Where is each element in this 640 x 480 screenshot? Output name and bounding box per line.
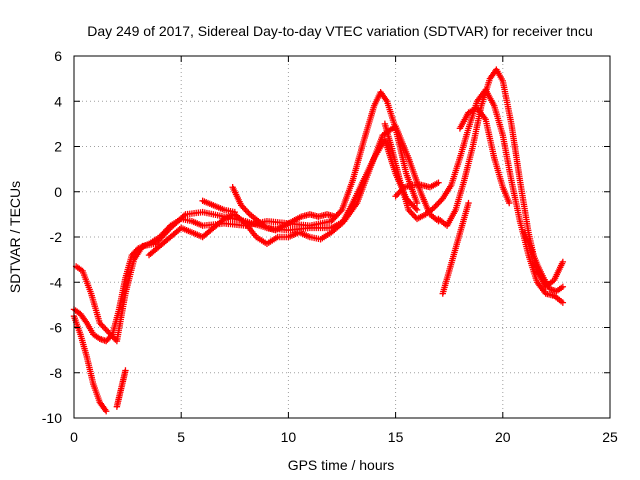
satellite-track-10: [456, 104, 513, 207]
data-points: [70, 66, 567, 415]
data-point: [435, 179, 442, 186]
satellite-track-2: [72, 122, 442, 345]
x-tick-label: 10: [281, 429, 297, 445]
data-point: [231, 208, 238, 216]
data-point: [122, 367, 129, 374]
data-point: [413, 199, 421, 207]
satellite-track-13: [521, 229, 567, 295]
y-tick-label: 0: [54, 184, 62, 200]
data-point: [465, 199, 472, 207]
data-point: [506, 199, 513, 207]
y-tick-label: -8: [50, 365, 63, 381]
x-tick-label: 25: [602, 429, 618, 445]
x-tick-label: 0: [70, 429, 78, 445]
data-point: [102, 408, 110, 415]
y-tick-label: 2: [54, 139, 62, 155]
satellite-track-3: [70, 312, 110, 415]
data-point: [559, 283, 567, 290]
satellite-track-8: [381, 86, 567, 306]
x-axis-label: GPS time / hours: [288, 457, 395, 473]
satellite-track-7: [199, 197, 238, 216]
satellite-track-5: [145, 136, 421, 259]
y-tick-label: -10: [42, 410, 62, 426]
satellite-track-6: [229, 184, 339, 234]
satellite-track-12: [392, 179, 442, 200]
axis-ticks: 0 5 10 15 20 25 -10 -8 -6 -4 -2 0 2 4 6: [42, 48, 618, 445]
satellite-track-11: [439, 199, 472, 297]
data-point: [559, 258, 567, 266]
y-tick-label: 4: [54, 93, 62, 109]
y-tick-label: 6: [54, 48, 62, 64]
y-tick-label: -6: [50, 320, 63, 336]
data-point: [337, 208, 344, 215]
data-point: [559, 299, 567, 306]
data-point: [412, 205, 419, 212]
data-point: [332, 213, 339, 220]
x-tick-label: 20: [495, 429, 511, 445]
satellite-track-4: [113, 367, 129, 410]
x-tick-label: 15: [388, 429, 404, 445]
data-point: [413, 206, 421, 214]
chart-title: Day 249 of 2017, Sidereal Day-to-day VTE…: [87, 23, 593, 39]
y-tick-label: -4: [50, 274, 63, 290]
y-tick-label: -2: [50, 229, 63, 245]
x-tick-label: 5: [177, 429, 185, 445]
y-axis-label: SDTVAR / TECUs: [7, 181, 23, 293]
